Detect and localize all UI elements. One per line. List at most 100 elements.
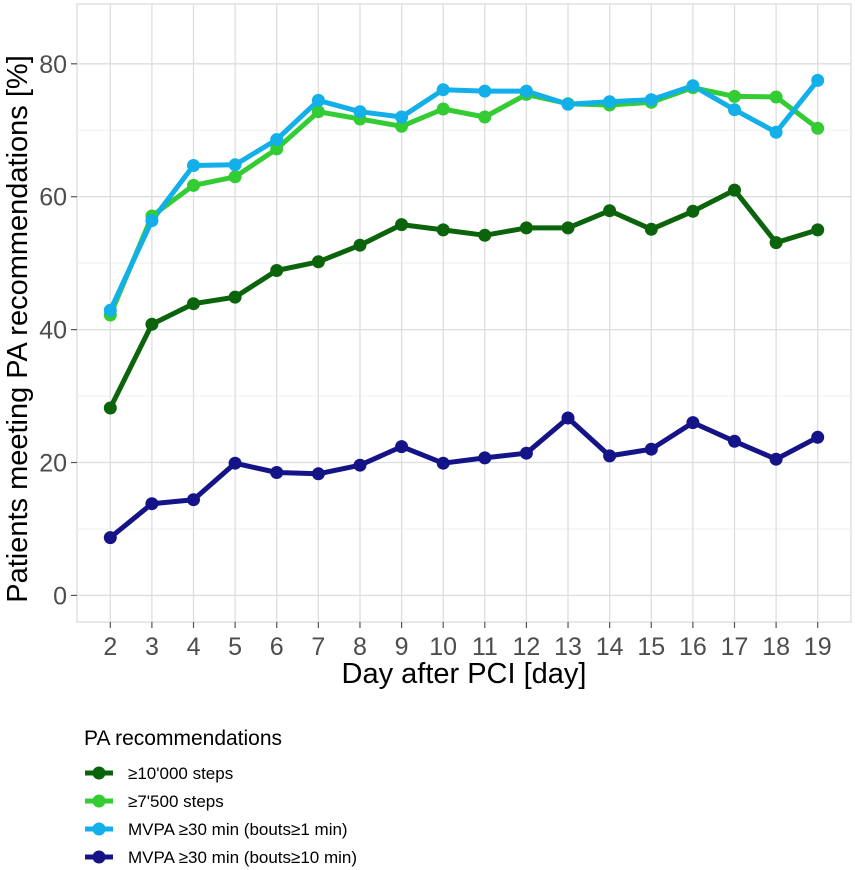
x-tick-label: 6 xyxy=(270,633,284,661)
series-3-point xyxy=(103,303,117,317)
x-tick-label: 14 xyxy=(596,633,624,661)
series-3-point xyxy=(728,103,741,117)
series-4-point xyxy=(395,440,409,454)
series-1-point xyxy=(270,264,284,277)
series-1-point xyxy=(519,221,533,235)
series-1-point xyxy=(561,221,575,235)
x-tick-label: 16 xyxy=(679,633,707,661)
legend-swatch-point xyxy=(92,766,106,780)
series-3-point xyxy=(145,214,159,228)
series-2-point xyxy=(311,105,325,119)
y-tick-label: 40 xyxy=(39,317,67,345)
series-1-point xyxy=(769,236,783,250)
y-axis-ticks: 0 20 40 60 80 xyxy=(39,51,77,610)
x-tick-label: 11 xyxy=(472,633,498,661)
series-1-point xyxy=(311,255,325,269)
series-3-point xyxy=(436,83,450,97)
plot-panel xyxy=(76,3,852,623)
x-tick-label: 2 xyxy=(103,633,117,661)
series-2-point xyxy=(769,90,783,104)
series-1-point xyxy=(145,317,159,331)
y-axis-title: Patients meeting PA recommendations [%] xyxy=(2,55,34,603)
series-3-point xyxy=(270,133,284,147)
series-4-point xyxy=(187,493,200,507)
x-tick-label: 13 xyxy=(554,633,582,661)
legend-label: ≥7'500 steps xyxy=(128,792,224,811)
series-4-point xyxy=(103,531,117,545)
series-2-point xyxy=(228,170,242,184)
panel-border xyxy=(76,3,852,623)
series-line-4 xyxy=(107,415,821,541)
x-tick-label: 5 xyxy=(228,633,242,661)
series-3-point xyxy=(395,110,409,124)
x-tick-label: 12 xyxy=(513,633,541,661)
legend-swatch-point xyxy=(92,850,106,864)
series-3-point xyxy=(187,159,200,172)
y-tick-label: 20 xyxy=(39,450,67,478)
x-tick-label: 17 xyxy=(721,633,749,661)
legend-swatch-point xyxy=(92,822,106,836)
series-3-point xyxy=(769,125,783,139)
series-2-point xyxy=(436,102,450,116)
x-tick-label: 8 xyxy=(353,633,367,661)
series-1-point xyxy=(603,204,617,218)
series-1-point xyxy=(644,222,658,236)
series-4-point xyxy=(478,451,492,465)
series-4-point xyxy=(561,411,575,425)
x-tick-label: 19 xyxy=(804,633,832,661)
x-tick-label: 3 xyxy=(145,633,159,661)
series-3-point xyxy=(811,73,825,87)
y-tick-label: 0 xyxy=(53,582,67,610)
series-3-point xyxy=(228,158,242,172)
legend-items: ≥10'000 steps ≥7'500 steps MVPA ≥30 min (b… xyxy=(85,764,357,867)
series-3-point xyxy=(686,79,700,93)
series-1-point xyxy=(103,401,117,415)
series-2-point xyxy=(728,89,741,103)
series-4-point xyxy=(728,434,741,448)
series-line-1 xyxy=(107,187,821,411)
x-tick-label: 18 xyxy=(762,633,790,661)
x-axis-title: Day after PCI [day] xyxy=(342,658,587,690)
series-1-point xyxy=(353,238,367,252)
series-3-point xyxy=(644,93,658,107)
legend-label: ≥10'000 steps xyxy=(128,764,233,783)
y-tick-label: 80 xyxy=(39,51,67,79)
series-1-point xyxy=(395,218,409,232)
series-4-point xyxy=(603,449,617,463)
series-4-point xyxy=(353,458,367,472)
series-4-point xyxy=(270,466,284,479)
series-3-point xyxy=(311,93,325,107)
legend: PA recommendations ≥10'000 steps ≥7'500 s… xyxy=(84,727,357,867)
series-3-point xyxy=(478,84,492,98)
series-1-point xyxy=(228,290,242,304)
series-4-point xyxy=(145,497,159,511)
series-3-point xyxy=(519,84,533,98)
x-tick-label: 10 xyxy=(429,633,457,661)
series-2-point xyxy=(270,142,284,156)
series-4-point xyxy=(686,416,700,430)
y-tick-label: 60 xyxy=(39,184,67,212)
series-1-point xyxy=(187,297,200,311)
x-axis-ticks: 2 3 4 5 6 7 8 9 10 11 12 13 14 15 16 17 18 19 xyxy=(103,622,832,661)
series-1-point xyxy=(811,223,825,237)
series-4-point xyxy=(436,456,450,470)
x-tick-label: 7 xyxy=(311,633,325,661)
series-4-point xyxy=(644,442,658,456)
series-4-point xyxy=(311,467,325,481)
series-3-point xyxy=(561,97,575,111)
x-tick-label: 15 xyxy=(637,633,665,661)
series-1-point xyxy=(728,183,741,197)
series-2-point xyxy=(478,110,492,124)
series-2-point xyxy=(187,178,200,192)
series-lines xyxy=(107,77,821,541)
series-3-point xyxy=(603,95,617,109)
x-tick-label: 9 xyxy=(395,633,409,661)
series-3-point xyxy=(353,105,367,119)
series-4-point xyxy=(228,456,242,470)
legend-title: PA recommendations xyxy=(84,727,282,750)
x-tick-label: 4 xyxy=(187,633,201,661)
legend-label: MVPA ≥30 min (bouts≥10 min) xyxy=(128,848,357,867)
series-points xyxy=(103,73,825,545)
series-2-point xyxy=(811,121,825,135)
